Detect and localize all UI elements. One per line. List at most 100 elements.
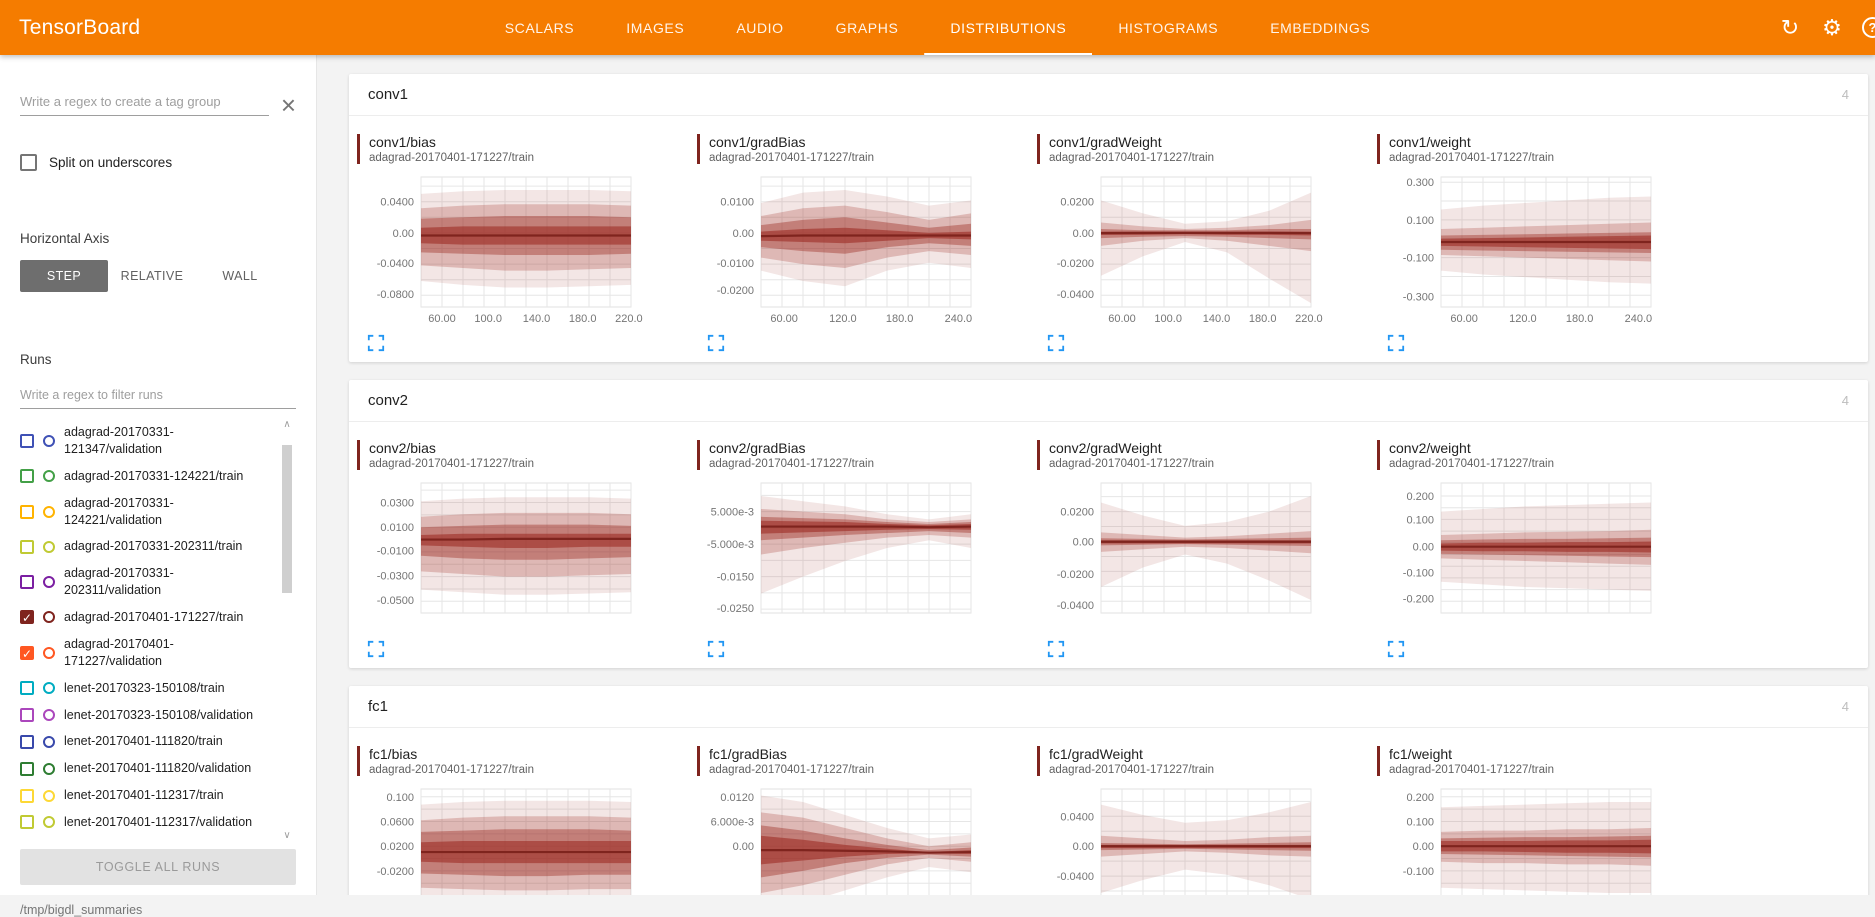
run-checkbox[interactable] — [20, 469, 34, 484]
header-icons: ↻ ⚙ ? — [1778, 14, 1875, 40]
section-header[interactable]: conv2 4 — [349, 380, 1868, 422]
run-item[interactable]: lenet-20170323-150108/train — [20, 675, 270, 702]
svg-text:0.0100: 0.0100 — [720, 197, 754, 209]
run-checkbox[interactable] — [20, 539, 34, 554]
app-header: TensorBoard SCALARS IMAGES AUDIO GRAPHS DIST… — [0, 0, 1875, 55]
expand-chart-button[interactable] — [1387, 640, 1407, 660]
chart-conv1/weight: conv1/weight adagrad-20170401-171227/tra… — [1377, 128, 1717, 354]
distribution-plot[interactable]: 0.0100 0.00 -0.0100 -0.0200 60.00 120.0 180.0 2… — [697, 172, 987, 330]
chart-title: conv1/bias — [369, 134, 436, 150]
settings-gear-icon[interactable]: ⚙ — [1822, 14, 1842, 40]
run-checkbox[interactable] — [20, 681, 34, 696]
run-item[interactable]: lenet-20170401-111820/train — [20, 728, 270, 755]
run-isolator-radio[interactable] — [43, 434, 55, 447]
run-filter-input[interactable] — [20, 383, 296, 409]
run-item[interactable]: adagrad-20170331-202311/validation — [20, 560, 270, 604]
help-icon[interactable]: ? — [1862, 17, 1875, 38]
scrollbar-thumb[interactable] — [282, 445, 292, 593]
tag-group-regex-input[interactable] — [20, 89, 269, 116]
axis-option-relative[interactable]: RELATIVE — [120, 269, 184, 283]
tab-audio[interactable]: AUDIO — [736, 19, 784, 36]
charts-row: fc1/bias adagrad-20170401-171227/train 0… — [349, 728, 1868, 895]
refresh-icon[interactable]: ↻ — [1780, 14, 1800, 40]
run-isolator-radio[interactable] — [43, 682, 55, 695]
expand-chart-button[interactable] — [707, 334, 727, 354]
run-name: adagrad-20170401-171227/train — [64, 610, 244, 624]
tag-group-filter: × — [20, 89, 296, 121]
chart-title: conv2/gradWeight — [1049, 440, 1162, 456]
run-checkbox[interactable] — [20, 575, 34, 590]
axis-option-step[interactable]: STEP — [20, 260, 108, 292]
run-isolator-radio[interactable] — [43, 505, 55, 518]
run-checkbox[interactable] — [20, 504, 34, 519]
axis-option-wall[interactable]: WALL — [222, 269, 258, 283]
run-checkbox[interactable] — [20, 734, 34, 749]
chart-title: fc1/weight — [1389, 746, 1453, 762]
section-header[interactable]: conv1 4 — [349, 74, 1868, 116]
expand-chart-button[interactable] — [367, 334, 387, 354]
run-item[interactable]: lenet-20170401-111820/validation — [20, 755, 270, 782]
run-checkbox[interactable] — [20, 761, 34, 776]
run-isolator-radio[interactable] — [43, 646, 55, 659]
expand-chart-button[interactable] — [367, 640, 387, 660]
svg-text:-0.0200: -0.0200 — [717, 285, 754, 297]
split-underscores-option[interactable]: Split on underscores — [20, 154, 296, 171]
run-checkbox[interactable] — [20, 433, 34, 448]
run-item[interactable]: adagrad-20170331-121347/validation — [20, 419, 270, 463]
run-item[interactable]: ✓ adagrad-20170401-171227/train — [20, 604, 270, 631]
distribution-plot[interactable]: 0.300 0.100 -0.100 -0.300 60.00 120.0 180.0 240… — [1377, 172, 1667, 330]
run-item[interactable]: lenet-20170323-150108/validation — [20, 702, 270, 729]
distribution-plot[interactable]: 0.100 0.0600 0.0200 -0.0200 — [357, 784, 647, 895]
distribution-plot[interactable]: 0.0400 0.00 -0.0400 -0.0800 60.00 100.0 140.0 1… — [357, 172, 647, 330]
run-item[interactable]: lenet-20170401-112317/train — [20, 782, 270, 809]
run-isolator-radio[interactable] — [43, 789, 55, 802]
distribution-plot[interactable]: 0.200 0.100 0.00 -0.100 -0.200 — [1377, 478, 1667, 636]
run-item[interactable]: adagrad-20170331-124221/train — [20, 463, 270, 490]
scroll-up-icon[interactable]: ∧ — [283, 419, 291, 430]
scroll-down-icon[interactable]: ∨ — [283, 830, 291, 841]
run-item[interactable]: lenet-20170401-112317/validation — [20, 809, 270, 836]
run-isolator-radio[interactable] — [43, 540, 55, 553]
tab-graphs[interactable]: GRAPHS — [835, 19, 899, 36]
distribution-plot[interactable]: 5.000e-3 -5.000e-3 -0.0150 -0.0250 — [697, 478, 987, 636]
distribution-plot[interactable]: 0.0400 0.00 -0.0400 — [1037, 784, 1327, 895]
tab-scalars[interactable]: SCALARS — [504, 19, 575, 36]
chart-title-wrap: conv1/weight adagrad-20170401-171227/tra… — [1377, 134, 1717, 164]
run-isolator-radio[interactable] — [43, 708, 55, 721]
distribution-plot[interactable]: 0.0200 0.00 -0.0200 -0.0400 — [1037, 478, 1327, 636]
run-isolator-radio[interactable] — [43, 762, 55, 775]
distribution-plot[interactable]: 0.0300 0.0100 -0.0100 -0.0300 -0.0500 — [357, 478, 647, 636]
distribution-plot[interactable]: 0.0200 0.00 -0.0200 -0.0400 60.00 100.0 140.0 1… — [1037, 172, 1327, 330]
run-checkbox[interactable] — [20, 815, 34, 830]
close-icon[interactable]: × — [280, 90, 296, 121]
expand-chart-button[interactable] — [1387, 334, 1407, 354]
svg-text:220.0: 220.0 — [615, 313, 643, 325]
run-isolator-radio[interactable] — [43, 576, 55, 589]
run-checkbox[interactable] — [20, 707, 34, 722]
run-isolator-radio[interactable] — [43, 816, 55, 829]
tab-embeddings[interactable]: EMBEDDINGS — [1270, 19, 1371, 36]
expand-chart-button[interactable] — [1047, 640, 1067, 660]
run-item[interactable]: ✓ adagrad-20170401-171227/validation — [20, 631, 270, 675]
svg-text:-0.100: -0.100 — [1403, 253, 1434, 265]
run-isolator-radio[interactable] — [43, 735, 55, 748]
section-count-badge: 4 — [1841, 87, 1849, 102]
svg-text:-0.0800: -0.0800 — [377, 289, 414, 301]
toggle-all-runs-button[interactable]: TOGGLE ALL RUNS — [20, 849, 296, 885]
distribution-plot[interactable]: 0.200 0.100 0.00 -0.100 — [1377, 784, 1667, 895]
section-header[interactable]: fc1 4 — [349, 686, 1868, 728]
run-checkbox[interactable]: ✓ — [20, 610, 34, 626]
run-isolator-radio[interactable] — [43, 611, 55, 624]
expand-chart-button[interactable] — [707, 640, 727, 660]
tab-histograms[interactable]: HISTOGRAMS — [1118, 19, 1219, 36]
run-item[interactable]: adagrad-20170331-202311/train — [20, 533, 270, 560]
run-checkbox[interactable] — [20, 788, 34, 803]
expand-chart-button[interactable] — [1047, 334, 1067, 354]
distribution-plot[interactable]: 0.0120 6.000e-3 0.00 — [697, 784, 987, 895]
tab-images[interactable]: IMAGES — [626, 19, 685, 36]
run-checkbox[interactable]: ✓ — [20, 645, 34, 661]
run-item[interactable]: adagrad-20170331-124221/validation — [20, 490, 270, 534]
tab-distributions[interactable]: DISTRIBUTIONS — [924, 0, 1092, 55]
run-isolator-radio[interactable] — [43, 470, 55, 483]
runs-scrollbar[interactable]: ∧ ∨ — [280, 419, 294, 841]
